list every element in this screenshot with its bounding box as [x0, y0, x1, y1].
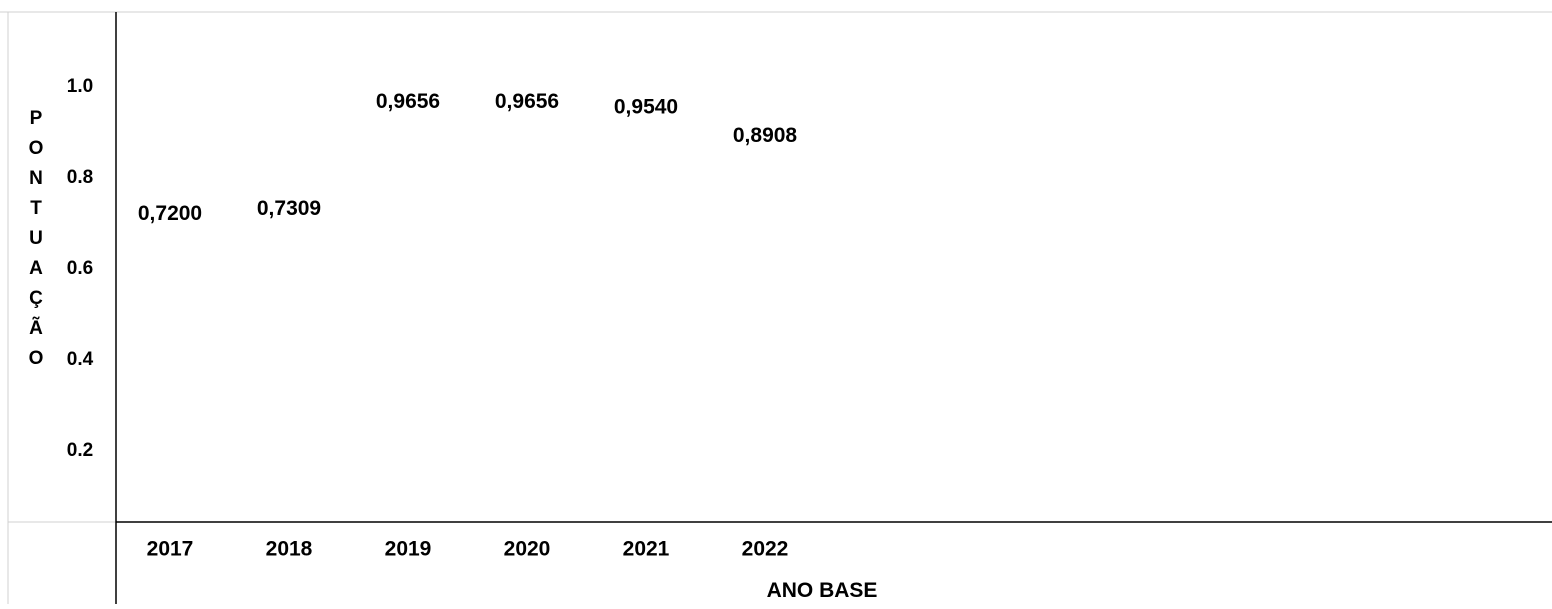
y-tick-labels: 0.2 0.4 0.6 0.8 1.0: [67, 76, 94, 461]
data-label: 0,9540: [614, 95, 678, 118]
y-tick-label: 0.6: [67, 258, 93, 279]
data-label: 0,9656: [376, 90, 440, 113]
x-tick-label: 2020: [504, 538, 551, 561]
x-tick-label: 2018: [266, 538, 313, 561]
data-labels: 0,7200 0,7309 0,9656 0,9656 0,9540 0,8908: [138, 90, 798, 225]
y-tick-label: 1.0: [67, 76, 93, 97]
y-axis-title-letter: U: [29, 228, 43, 249]
x-tick-label: 2021: [623, 538, 670, 561]
x-tick-label: 2019: [385, 538, 432, 561]
y-tick-label: 0.8: [67, 167, 93, 188]
x-axis-title: ANO BASE: [767, 579, 878, 602]
x-tick-label: 2017: [147, 538, 194, 561]
y-axis-title-letter: A: [29, 258, 43, 279]
data-label: 0,7309: [257, 197, 321, 220]
x-tick-label: 2022: [742, 538, 789, 561]
y-axis-title-letter: Ã: [29, 318, 43, 339]
y-axis-title-letter: N: [29, 168, 43, 189]
x-tick-labels: 2017 2018 2019 2020 2021 2022: [147, 538, 789, 561]
data-label: 0,7200: [138, 202, 202, 225]
y-axis-title-letter: Ç: [29, 288, 43, 309]
y-tick-label: 0.4: [67, 349, 94, 370]
data-label: 0,8908: [733, 124, 798, 147]
y-axis-title-letter: T: [30, 198, 42, 219]
data-label: 0,9656: [495, 90, 559, 113]
y-axis-title-letter: O: [28, 348, 44, 369]
y-tick-label: 0.2: [67, 440, 93, 461]
y-axis-title-letter: O: [28, 138, 44, 159]
y-axis-title-letter: P: [29, 108, 43, 129]
